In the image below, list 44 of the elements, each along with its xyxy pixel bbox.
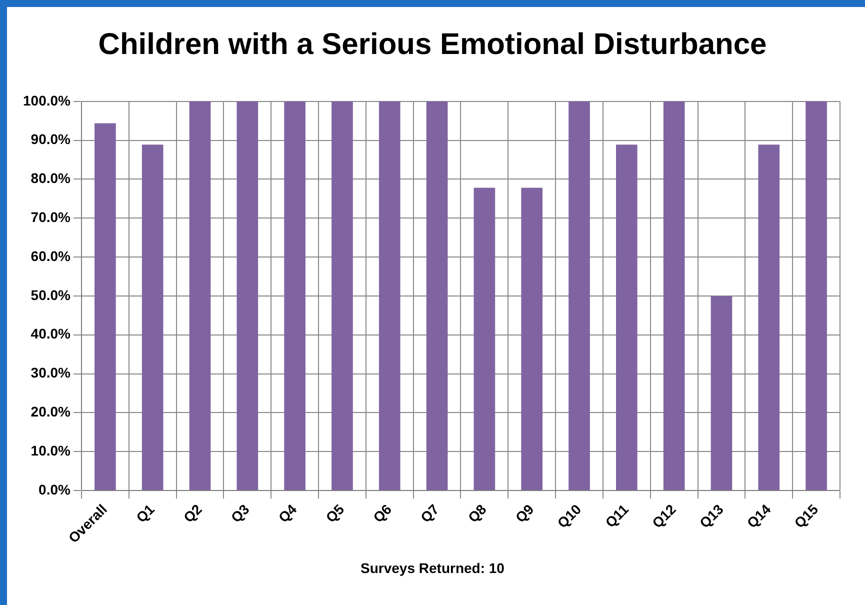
y-tick-label: 50.0% (30, 286, 72, 303)
text: Surveys Returned: 10 (360, 560, 506, 576)
bar (426, 101, 448, 490)
bar (806, 101, 827, 490)
bar (142, 144, 164, 490)
x-tick-label: Q1 (132, 500, 158, 526)
x-tick-label: Q5 (322, 500, 348, 526)
bar (663, 101, 685, 490)
bar (616, 144, 638, 490)
x-tick-label: Q3 (228, 500, 252, 526)
chart-title: Children with a Serious Emotional Disturbance (97, 28, 768, 62)
x-tick-label: Q7 (417, 500, 442, 526)
bar (236, 101, 258, 490)
y-tick-label: 90.0% (30, 131, 72, 148)
x-tick-label: Q11 (602, 500, 632, 531)
bar (189, 101, 211, 490)
y-tick-label: 0.0% (38, 481, 72, 498)
x-tick-label: Q2 (180, 500, 205, 526)
bar (568, 101, 590, 490)
x-tick-label: Q6 (370, 500, 395, 526)
bar (710, 296, 732, 490)
y-tick-label: 30.0% (30, 364, 72, 381)
x-tick-label: Q8 (464, 500, 490, 526)
bar (378, 101, 400, 490)
y-tick-label: 100.0% (23, 92, 72, 108)
x-tick-label: Q13 (696, 500, 726, 532)
y-tick-label: 60.0% (30, 248, 72, 264)
x-tick-label: Q14 (744, 500, 774, 532)
x-tick-label: Q12 (648, 500, 680, 532)
x-tick-label: Q10 (554, 500, 584, 532)
bar (284, 101, 306, 490)
x-tick-label: Q4 (275, 500, 300, 526)
y-tick-label: 10.0% (30, 442, 72, 458)
y-tick-label: 40.0% (30, 326, 72, 342)
x-tick-label: Q9 (512, 500, 537, 526)
y-tick-label: 70.0% (30, 209, 72, 226)
y-tick-label: 20.0% (30, 404, 72, 420)
x-tick-label: Q15 (791, 500, 822, 532)
bar (94, 123, 116, 490)
bar (758, 144, 780, 490)
y-tick-label: 80.0% (30, 170, 72, 186)
bar (332, 101, 353, 490)
bar (521, 188, 543, 490)
bar (474, 188, 496, 490)
